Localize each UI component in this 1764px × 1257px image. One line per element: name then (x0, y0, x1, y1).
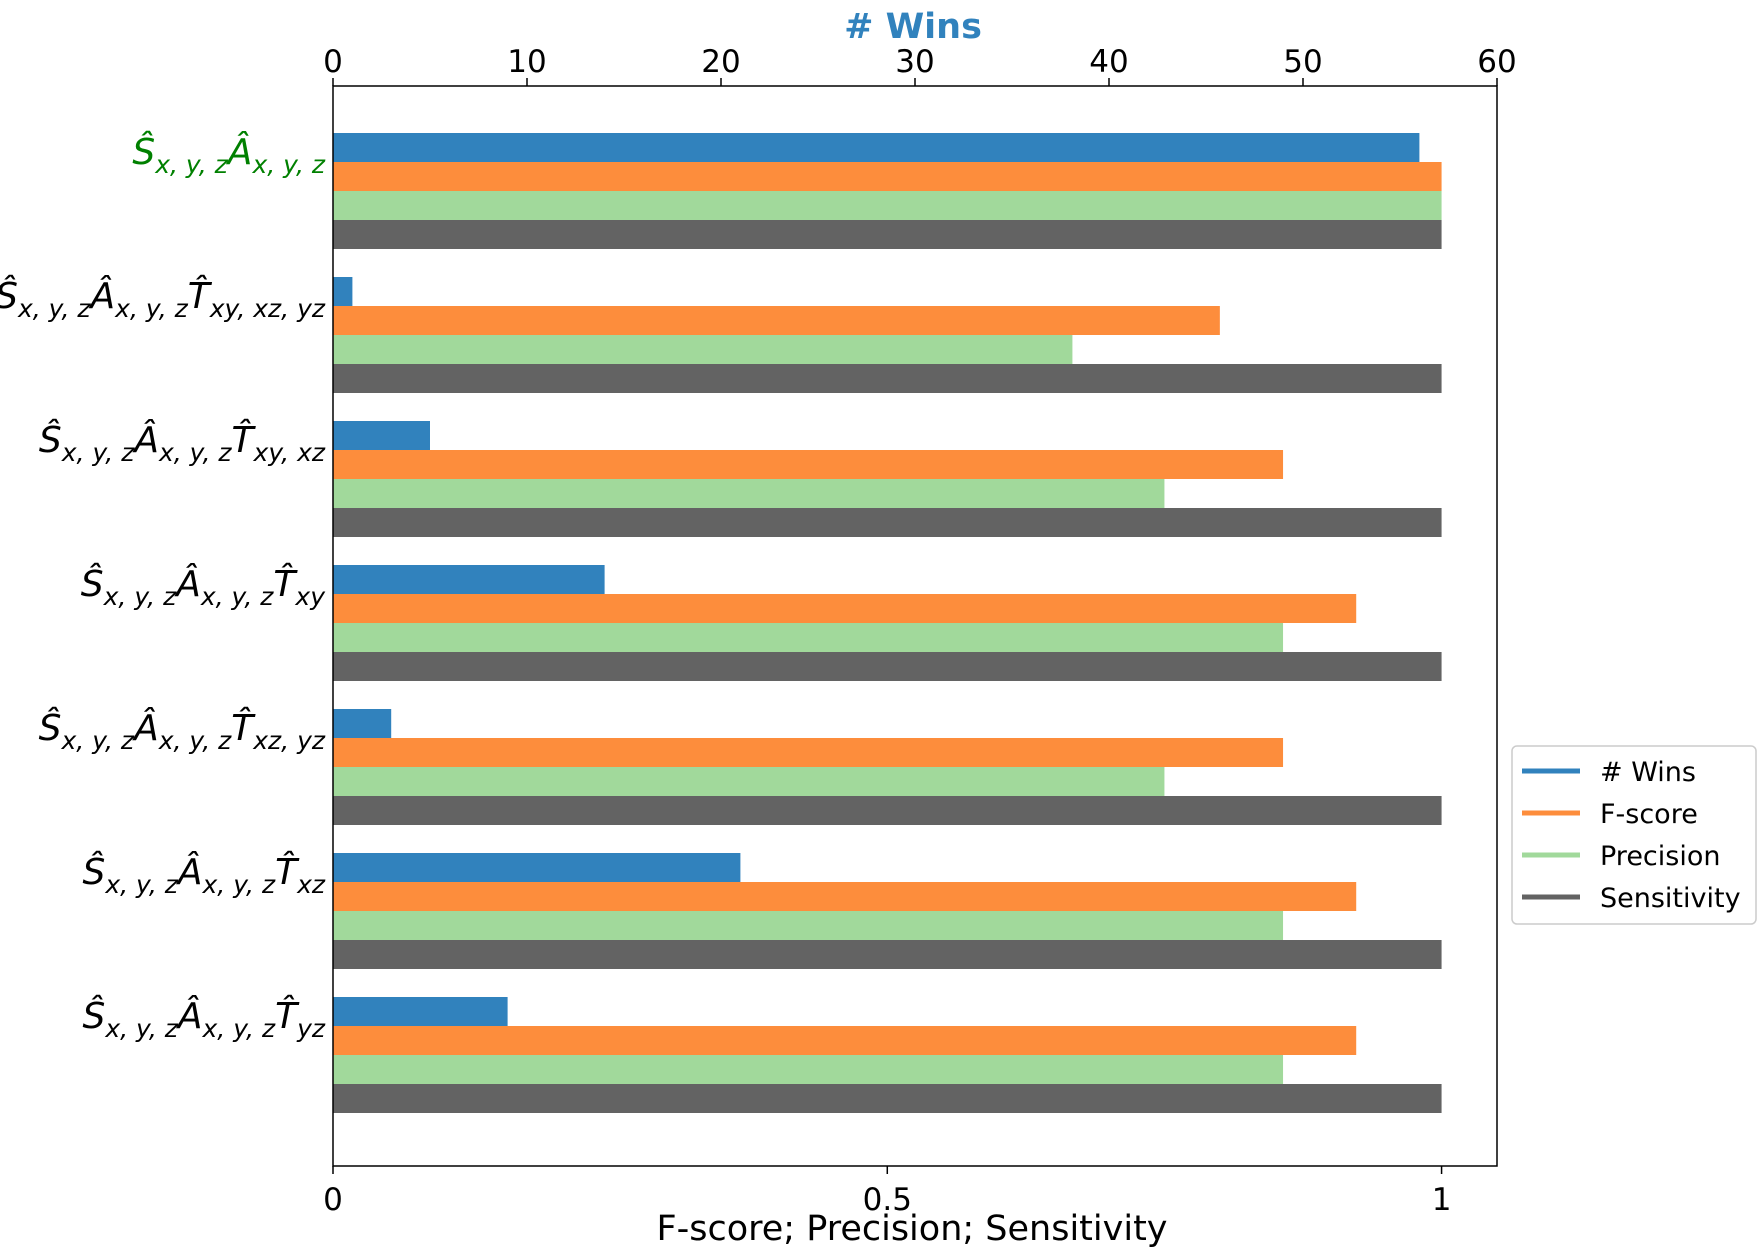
category-label-symbol: Ŝ (39, 419, 62, 461)
legend: # Wins F-score Precision Sensitivity (1511, 745, 1757, 925)
bar-fscore-5 (333, 882, 1357, 911)
bar-precision-3 (333, 623, 1284, 652)
category-label-subscript: x, y, z (251, 150, 325, 179)
bottom-axis-title: F-score; Precision; Sensitivity (656, 1209, 1167, 1249)
category-label-subscript: x, y, z (158, 438, 232, 467)
category-label: Ŝx, y, zÂx, y, z (132, 131, 325, 179)
bar-precision-1 (333, 335, 1073, 364)
bar-sensitivity-2 (333, 508, 1442, 537)
category-label: Ŝx, y, zÂx, y, zT̂xy, xz, yz (0, 274, 326, 323)
category-label: Ŝx, y, zÂx, y, zT̂xz (82, 850, 325, 899)
category-label-subscript: x, y, z (104, 1014, 178, 1043)
bar-wins-5 (333, 853, 741, 882)
category-label-symbol: T̂ (232, 418, 257, 461)
category-label-subscript: xz, yz (252, 726, 326, 755)
bar-wins-4 (333, 709, 392, 738)
bar-sensitivity-0 (333, 220, 1442, 249)
bar-wins-2 (333, 421, 430, 450)
category-label-subscript: x, y, z (202, 1014, 276, 1043)
legend-box (1511, 745, 1757, 925)
category-label-subscript: xy (294, 582, 326, 611)
bar-fscore-2 (333, 450, 1284, 479)
top-tick-label: 20 (701, 44, 740, 80)
bar-precision-0 (333, 191, 1442, 220)
category-label: Ŝx, y, zÂx, y, zT̂xy (81, 562, 326, 611)
category-label-subscript: yz (296, 1014, 326, 1043)
category-label: Ŝx, y, zÂx, y, zT̂yz (82, 994, 325, 1043)
bar-fscore-4 (333, 738, 1284, 767)
category-label-symbol: Â (226, 131, 253, 173)
category-label: Ŝx, y, zÂx, y, zT̂xy, xz (39, 418, 326, 467)
bar-fscore-0 (333, 162, 1442, 191)
category-label-symbol: Â (89, 275, 116, 317)
category-label-subscript: x, y, z (154, 150, 228, 179)
bar-precision-4 (333, 767, 1165, 796)
legend-label: Sensitivity (1600, 883, 1741, 914)
category-label-subscript: xz (296, 870, 326, 899)
category-label-symbol: T̂ (275, 850, 300, 893)
category-label-subscript: xy, xz, yz (209, 294, 326, 323)
legend-label: # Wins (1600, 757, 1696, 788)
top-tick-label: 0 (323, 44, 343, 80)
category-label-subscript: x, y, z (17, 294, 91, 323)
bar-sensitivity-6 (333, 1084, 1442, 1113)
category-label-symbol: Ŝ (82, 995, 105, 1037)
category-label-symbol: Â (176, 851, 203, 893)
category-label-symbol: T̂ (231, 706, 256, 749)
bottom-tick-label: 0.5 (863, 1182, 912, 1218)
category-label-subscript: x, y, z (200, 582, 274, 611)
bar-fscore-6 (333, 1026, 1357, 1055)
bottom-tick-label: 0 (323, 1182, 343, 1218)
bottom-axis: 0 0.5 1 (323, 1166, 1451, 1218)
category-label-subscript: x, y, z (61, 438, 135, 467)
bar-sensitivity-3 (333, 652, 1442, 681)
category-label-symbol: Ŝ (0, 275, 18, 317)
bar-wins-1 (333, 277, 353, 306)
category-label-subscript: x, y, z (104, 870, 178, 899)
bar-precision-6 (333, 1055, 1284, 1084)
category-label-symbol: T̂ (273, 562, 298, 605)
top-tick-label: 30 (895, 44, 934, 80)
category-label-symbol: Ŝ (132, 131, 155, 173)
bar-wins-0 (333, 133, 1420, 162)
bar-fscore-3 (333, 594, 1357, 623)
category-label-subscript: x, y, z (103, 582, 177, 611)
category-label-subscript: x, y, z (114, 294, 188, 323)
category-labels: Ŝx, y, zÂx, y, zŜx, y, zÂx, y, zT̂xy, xz… (0, 131, 326, 1043)
bar-sensitivity-4 (333, 796, 1442, 825)
category-label-subscript: x, y, z (61, 726, 135, 755)
top-axis-title: # Wins (844, 7, 982, 47)
category-label: Ŝx, y, zÂx, y, zT̂xz, yz (39, 706, 326, 755)
bars-layer (333, 133, 1442, 1113)
legend-label: F-score (1600, 799, 1698, 830)
top-tick-label: 60 (1477, 44, 1516, 80)
category-label-subscript: x, y, z (158, 726, 232, 755)
bar-sensitivity-5 (333, 940, 1442, 969)
top-axis: 0 10 20 30 40 50 60 (323, 44, 1517, 86)
category-label-symbol: Â (132, 707, 159, 749)
bar-precision-2 (333, 479, 1165, 508)
category-label-symbol: Â (132, 419, 159, 461)
bar-precision-5 (333, 911, 1284, 940)
bar-wins-6 (333, 997, 508, 1026)
category-label-subscript: x, y, z (202, 870, 276, 899)
top-tick-label: 10 (507, 44, 546, 80)
category-label-subscript: xy, xz (253, 438, 326, 467)
category-label-symbol: T̂ (188, 274, 213, 317)
bottom-tick-label: 1 (1432, 1182, 1452, 1218)
category-label-symbol: Â (176, 995, 203, 1037)
category-label-symbol: T̂ (275, 994, 300, 1037)
bar-sensitivity-1 (333, 364, 1442, 393)
legend-label: Precision (1600, 841, 1720, 872)
bar-wins-3 (333, 565, 605, 594)
category-label-symbol: Ŝ (81, 563, 104, 605)
category-label-symbol: Ŝ (82, 851, 105, 893)
top-tick-label: 50 (1283, 44, 1322, 80)
category-label-symbol: Â (174, 563, 201, 605)
top-tick-label: 40 (1089, 44, 1128, 80)
category-label-symbol: Ŝ (39, 707, 62, 749)
bar-fscore-1 (333, 306, 1220, 335)
